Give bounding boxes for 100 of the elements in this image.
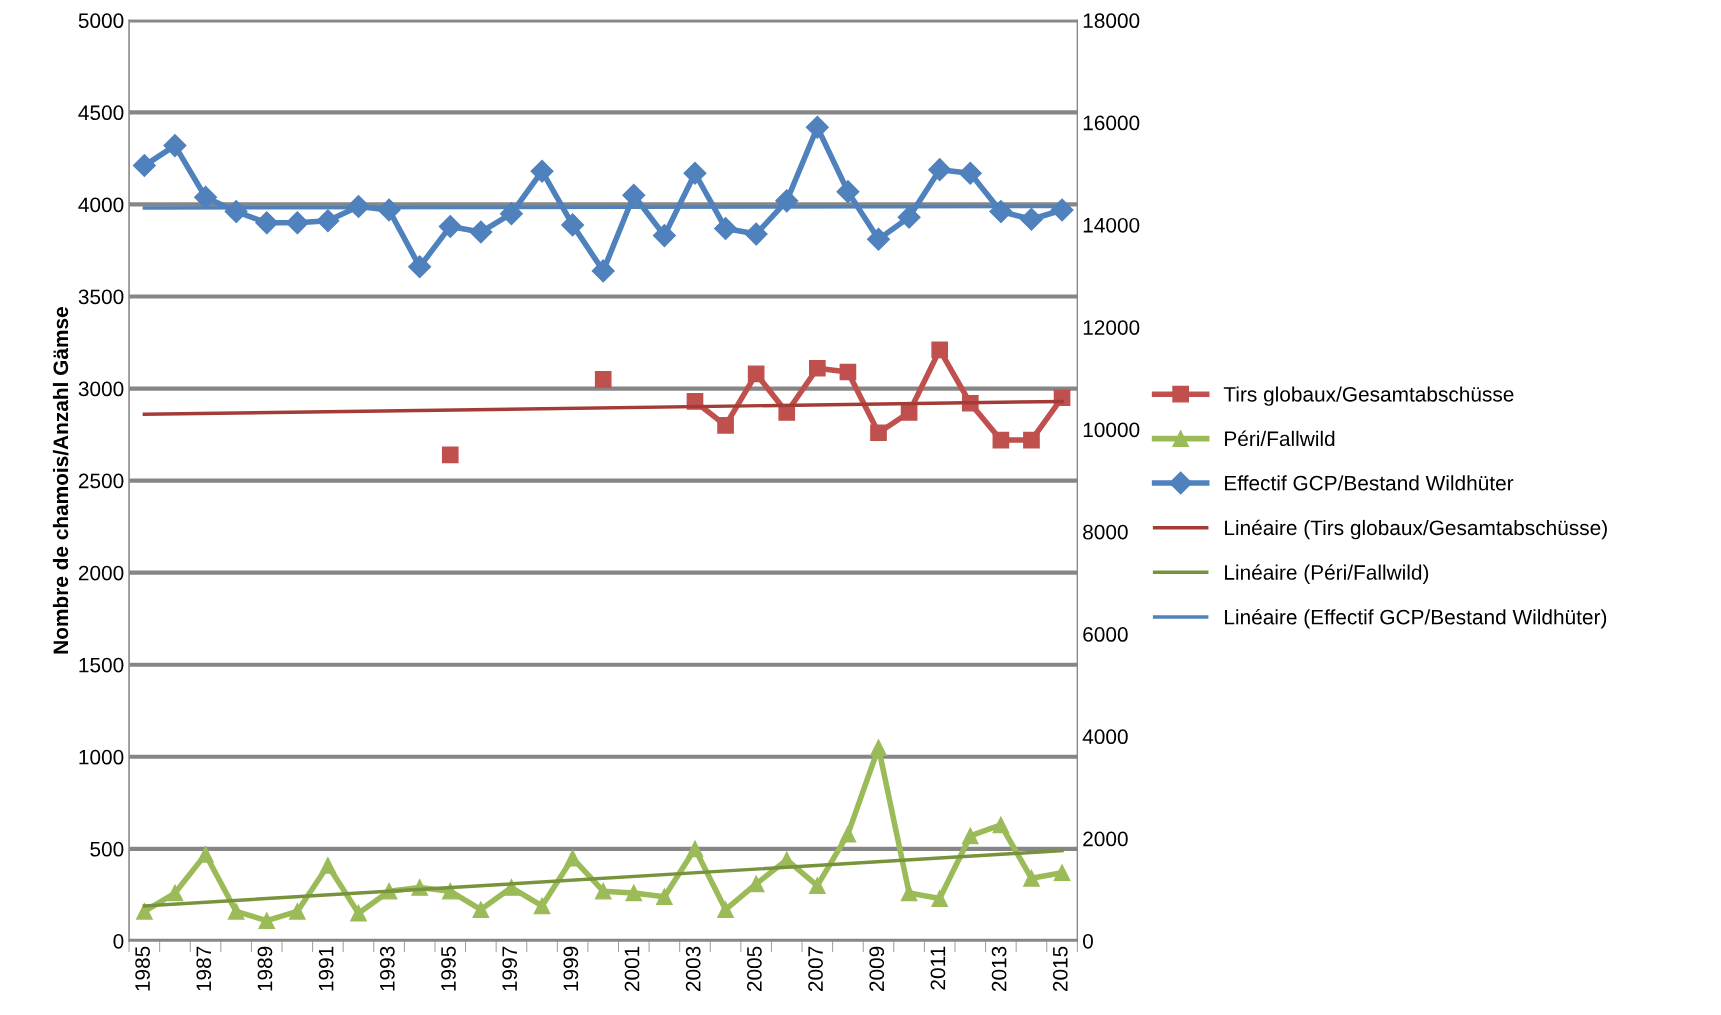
y-tick-label: 500 xyxy=(90,841,124,857)
x-tick-label: 2015 xyxy=(1052,946,1068,992)
legend-label: Effectif GCP/Bestand Wildhüter xyxy=(1225,475,1514,491)
point xyxy=(316,209,340,233)
point xyxy=(1023,431,1040,449)
x-tick-label: 2013 xyxy=(991,946,1007,992)
point xyxy=(717,417,734,434)
point xyxy=(1023,869,1040,887)
y-tick-label: 5000 xyxy=(78,13,124,29)
point xyxy=(285,211,309,235)
point xyxy=(441,446,459,464)
point xyxy=(900,884,918,902)
point xyxy=(656,888,673,906)
x-tick-label: 2001 xyxy=(624,946,640,992)
point xyxy=(931,890,949,907)
point xyxy=(900,404,918,421)
y2-tick-label: 16000 xyxy=(1083,115,1140,131)
y-tick-label: 1000 xyxy=(79,749,124,765)
point xyxy=(197,846,214,863)
y2-tick-label: 2000 xyxy=(1083,831,1128,847)
point xyxy=(469,220,493,244)
point xyxy=(809,359,826,377)
point xyxy=(809,877,826,895)
point xyxy=(870,739,887,756)
point xyxy=(683,161,707,185)
x-tick-label: 2005 xyxy=(747,946,762,992)
x-tick-label: 1993 xyxy=(379,946,395,991)
point xyxy=(686,840,704,858)
x-tick-label: 1997 xyxy=(502,946,518,991)
point xyxy=(438,214,462,238)
y2-tick-label: 18000 xyxy=(1083,13,1140,29)
x-tick-label: 1987 xyxy=(196,946,212,991)
y-tick-label: 4000 xyxy=(78,197,124,213)
point xyxy=(992,816,1010,834)
point xyxy=(227,903,245,920)
y2-tick-label: 10000 xyxy=(1083,422,1140,438)
point xyxy=(870,424,887,442)
y2-tick-label: 8000 xyxy=(1083,524,1128,540)
point xyxy=(132,154,156,178)
x-tick-label: 2007 xyxy=(808,946,823,992)
legend-label: Linéaire (Effectif GCP/Bestand Wildhüter) xyxy=(1225,608,1607,629)
y2-tick-label: 0 xyxy=(1083,933,1093,949)
y-axis-title: Nombre de chamois/Anzahl Gämse xyxy=(52,307,69,654)
point xyxy=(163,134,187,158)
point xyxy=(288,903,306,920)
point xyxy=(594,882,612,900)
legend-label: Tirs globaux/Gesamtabschüsse xyxy=(1223,386,1514,406)
x-tick-label: 1985 xyxy=(135,946,150,991)
point xyxy=(805,115,829,139)
point xyxy=(897,205,921,229)
point xyxy=(839,363,857,381)
x-tick-label: 1989 xyxy=(257,946,273,991)
point xyxy=(561,213,585,237)
point xyxy=(350,904,367,922)
y-tick-label: 2000 xyxy=(78,565,124,581)
point xyxy=(472,901,490,918)
point xyxy=(166,884,184,902)
x-tick-label: 1995 xyxy=(441,946,456,991)
point xyxy=(958,161,982,185)
point xyxy=(622,183,646,207)
point xyxy=(714,216,738,240)
x-tick-label: 2011 xyxy=(930,946,946,990)
y-tick-label: 3000 xyxy=(78,381,124,397)
point xyxy=(839,825,857,843)
point xyxy=(961,827,979,845)
y-tick-label: 0 xyxy=(113,933,124,949)
legend-label: Linéaire (Tirs globaux/Gesamtabschüsse) xyxy=(1225,519,1607,540)
point xyxy=(992,431,1010,449)
point xyxy=(1053,864,1071,882)
point xyxy=(717,901,734,918)
point xyxy=(625,884,643,902)
point xyxy=(747,365,765,383)
y-tick-label: 3500 xyxy=(78,289,124,305)
point xyxy=(530,159,554,183)
point xyxy=(136,903,153,920)
y2-tick-label: 4000 xyxy=(1082,729,1128,745)
point xyxy=(591,259,615,283)
legend-label: Linéaire (Péri/Fallwild) xyxy=(1225,564,1429,584)
point xyxy=(258,912,276,929)
point xyxy=(255,211,279,235)
point xyxy=(744,222,768,246)
x-tick-label: 1991 xyxy=(318,946,334,991)
y2-tick-label: 12000 xyxy=(1083,320,1140,335)
x-tick-label: 2009 xyxy=(869,946,885,992)
point xyxy=(319,857,337,874)
y2-tick-label: 6000 xyxy=(1083,627,1128,642)
point xyxy=(928,158,952,182)
x-tick-label: 1999 xyxy=(563,946,579,991)
point xyxy=(867,227,891,251)
point xyxy=(652,224,676,248)
point xyxy=(533,897,551,915)
y-tick-label: 4500 xyxy=(78,105,124,121)
point xyxy=(836,180,860,204)
y-tick-label: 2500 xyxy=(78,473,124,489)
y-tick-label: 1500 xyxy=(79,657,124,673)
point xyxy=(564,849,581,867)
x-tick-label: 2003 xyxy=(685,946,701,992)
point xyxy=(408,255,432,279)
legend-label: Péri/Fallwild xyxy=(1225,430,1335,447)
point xyxy=(1019,207,1043,231)
